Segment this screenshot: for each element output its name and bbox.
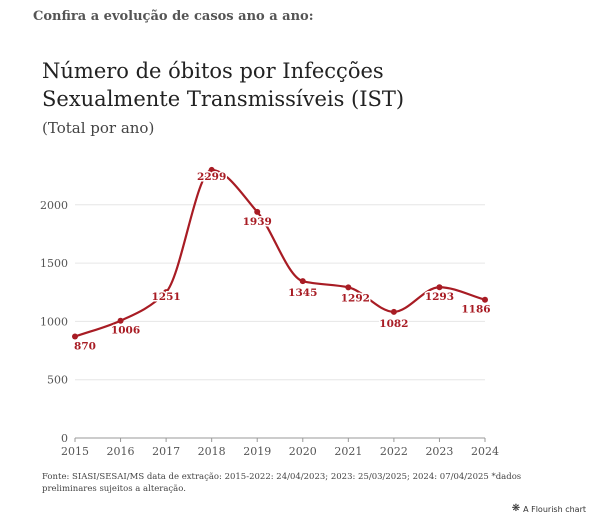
data-label: 870: [74, 341, 96, 353]
y-tick-label: 500: [47, 374, 68, 387]
x-tick-label: 2020: [289, 445, 317, 458]
data-labels: 870 1006 1251 2299 1939 1345 1292 1082 1293 1186: [73, 169, 493, 354]
flourish-credit-label: A Flourish chart: [523, 504, 586, 514]
y-tick-label: 1000: [40, 315, 68, 328]
x-tick-label: 2024: [471, 445, 499, 458]
data-label: 2299: [197, 171, 226, 183]
flourish-credit-link[interactable]: ❋ A Flourish chart: [512, 504, 586, 514]
data-point: [208, 166, 215, 173]
chart-title-line-1: Número de óbitos por Infecções: [42, 59, 384, 83]
series-line-path: [74, 168, 486, 338]
x-tick-label: 2019: [243, 445, 271, 458]
data-label: 1186: [461, 304, 490, 316]
chart-title: Número de óbitos por Infecções Sexualmen…: [42, 57, 582, 113]
data-label: 1006: [111, 325, 140, 337]
data-label: 1293: [425, 291, 454, 303]
grid-lines: [75, 204, 485, 439]
x-tick-label: 2015: [61, 445, 89, 458]
x-tick-label: 2021: [334, 445, 362, 458]
data-point: [390, 308, 397, 315]
data-point: [117, 317, 124, 324]
y-tick-label: 2000: [40, 199, 68, 212]
series-line: [74, 168, 486, 338]
data-point: [299, 278, 306, 285]
source-footnote: Fonte: SIASI/SESAI/MS data de extração: …: [42, 472, 522, 494]
y-tick-label: 1500: [40, 257, 68, 270]
data-label: 1251: [151, 291, 180, 303]
chart-subtitle: (Total por ano): [42, 119, 155, 137]
data-label: 1939: [243, 216, 272, 228]
data-point: [254, 208, 261, 215]
x-tick-label: 2017: [152, 445, 180, 458]
x-tick-label: 2022: [380, 445, 408, 458]
data-point: [482, 296, 488, 303]
x-tick-label: 2018: [198, 445, 226, 458]
data-label: 1292: [341, 292, 370, 304]
chart-title-line-2: Sexualmente Transmissíveis (IST): [42, 87, 405, 111]
data-point: [72, 333, 78, 340]
y-axis-ticks: 0 500 1000 1500 2000: [40, 199, 68, 445]
data-point: [163, 289, 170, 296]
intro-text: Confira a evolução de casos ano a ano:: [33, 9, 314, 24]
y-tick-label: 0: [61, 432, 68, 445]
data-points: [72, 166, 488, 340]
data-point: [345, 284, 352, 291]
x-tick-label: 2023: [425, 445, 453, 458]
data-point: [436, 284, 443, 291]
flourish-logo-icon: ❋: [511, 503, 521, 514]
data-label: 1345: [288, 287, 317, 299]
x-axis-ticks: 2015 2016 2017 2018 2019 2020 2021 2022 2023 2024: [61, 438, 499, 458]
x-tick-label: 2016: [107, 445, 135, 458]
data-label: 1082: [379, 318, 408, 330]
